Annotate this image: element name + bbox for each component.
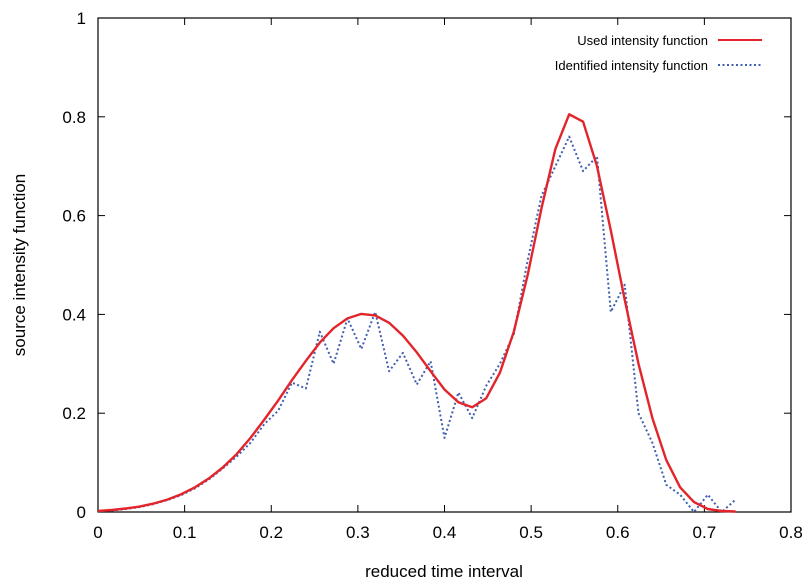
legend: Used intensity function Identified inten… [555,33,762,73]
x-tick-label: 0.1 [173,523,197,542]
x-tick-label: 0.6 [606,523,630,542]
y-axis-title: source intensity function [10,174,29,356]
x-axis-ticks: 0 0.1 0.2 0.3 0.4 0.5 0.6 0.7 0.8 [93,18,803,542]
x-tick-label: 0 [93,523,102,542]
x-tick-label: 0.2 [259,523,283,542]
x-tick-label: 0.8 [779,523,803,542]
legend-label-used: Used intensity function [577,33,708,48]
y-tick-label: 0.2 [62,404,86,423]
x-tick-label: 0.3 [346,523,370,542]
y-tick-label: 0 [77,503,86,522]
y-tick-label: 1 [77,9,86,28]
x-tick-label: 0.4 [433,523,457,542]
y-tick-label: 0.8 [62,108,86,127]
x-axis-title: reduced time interval [365,562,523,581]
y-tick-label: 0.6 [62,207,86,226]
series-line-used [97,113,736,513]
series-layer [97,113,737,513]
x-tick-label: 0.7 [693,523,717,542]
legend-label-identified: Identified intensity function [555,58,708,73]
series-line-identified [97,135,737,513]
x-tick-label: 0.5 [519,523,543,542]
y-axis-ticks: 0 0.2 0.4 0.6 0.8 1 [62,9,791,522]
y-tick-label: 0.4 [62,305,86,324]
